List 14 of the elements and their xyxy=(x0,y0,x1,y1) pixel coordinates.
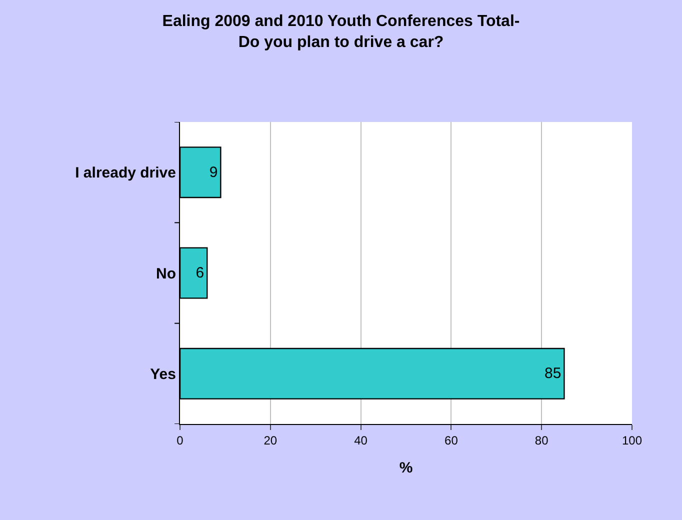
x-tick-label: 40 xyxy=(354,433,368,448)
x-tick-label: 60 xyxy=(444,433,458,448)
data-label: 6 xyxy=(196,264,204,282)
data-label: 85 xyxy=(544,365,562,382)
y-tick-label: I already drive xyxy=(75,164,176,182)
x-tick-label: 80 xyxy=(534,433,549,448)
x-tick-label: 100 xyxy=(622,433,642,448)
x-axis-title: % xyxy=(399,459,413,476)
y-tick-label: Yes xyxy=(150,366,176,383)
x-tick-label: 20 xyxy=(264,433,278,448)
x-tick-label: 0 xyxy=(176,433,184,448)
y-tick-label: No xyxy=(156,265,176,282)
data-label: 9 xyxy=(209,164,218,181)
chart-title: Ealing 2009 and 2010 Youth Conferences Total- Do you plan to drive a car? xyxy=(162,13,520,51)
